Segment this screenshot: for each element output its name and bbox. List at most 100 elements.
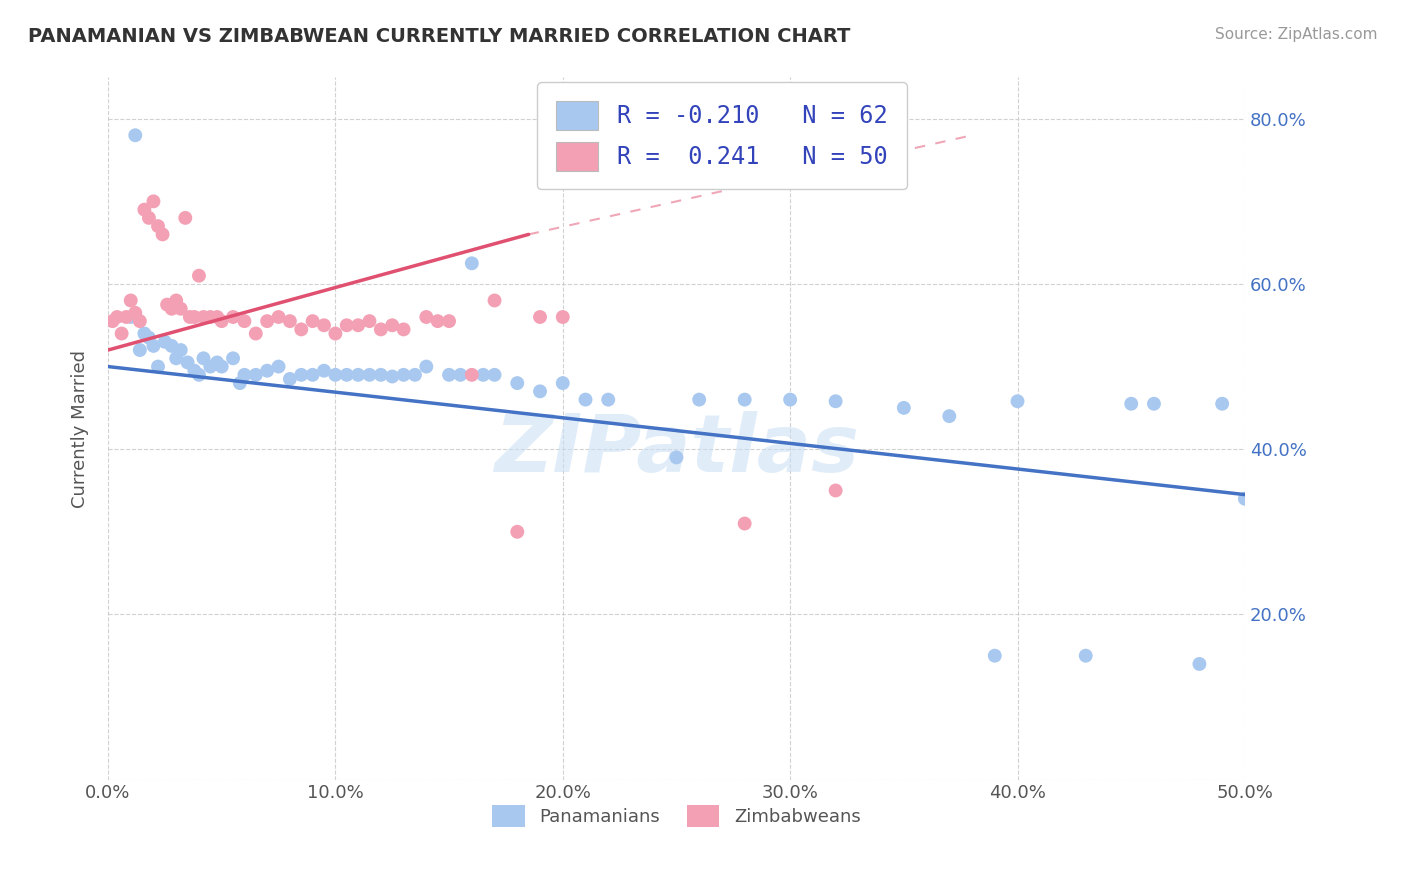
Point	[779, 392, 801, 407]
Point	[1074, 648, 1097, 663]
Point	[183, 364, 205, 378]
Point	[461, 368, 484, 382]
Point	[461, 256, 484, 270]
Point	[211, 359, 233, 374]
Point	[347, 318, 370, 333]
Point	[449, 368, 471, 382]
Point	[574, 392, 596, 407]
Point	[211, 314, 233, 328]
Point	[506, 376, 529, 390]
Point	[200, 359, 222, 374]
Text: Source: ZipAtlas.com: Source: ZipAtlas.com	[1215, 27, 1378, 42]
Point	[170, 301, 193, 316]
Point	[222, 310, 245, 324]
Point	[734, 392, 756, 407]
Point	[1143, 397, 1166, 411]
Point	[111, 326, 134, 341]
Point	[153, 334, 176, 349]
Point	[205, 355, 228, 369]
Point	[325, 368, 347, 382]
Point	[484, 368, 506, 382]
Point	[101, 314, 124, 328]
Point	[437, 314, 460, 328]
Point	[105, 310, 128, 324]
Point	[938, 409, 960, 424]
Point	[551, 376, 574, 390]
Point	[233, 314, 256, 328]
Point	[160, 339, 183, 353]
Point	[381, 318, 404, 333]
Point	[267, 310, 290, 324]
Y-axis label: Currently Married: Currently Married	[72, 350, 89, 508]
Point	[138, 211, 160, 225]
Point	[415, 359, 437, 374]
Point	[124, 306, 146, 320]
Point	[146, 359, 169, 374]
Point	[176, 355, 198, 369]
Point	[152, 227, 174, 242]
Point	[222, 351, 245, 366]
Point	[392, 368, 415, 382]
Point	[138, 331, 160, 345]
Point	[1233, 491, 1256, 506]
Point	[824, 394, 846, 409]
Point	[893, 401, 915, 415]
Point	[347, 368, 370, 382]
Point	[290, 368, 312, 382]
Point	[179, 310, 201, 324]
Text: ZIPatlas: ZIPatlas	[494, 410, 859, 489]
Point	[134, 202, 156, 217]
Point	[245, 368, 267, 382]
Point	[598, 392, 620, 407]
Point	[245, 326, 267, 341]
Point	[359, 368, 381, 382]
Text: PANAMANIAN VS ZIMBABWEAN CURRENTLY MARRIED CORRELATION CHART: PANAMANIAN VS ZIMBABWEAN CURRENTLY MARRI…	[28, 27, 851, 45]
Point	[278, 314, 301, 328]
Point	[128, 343, 150, 357]
Point	[267, 359, 290, 374]
Point	[312, 364, 335, 378]
Point	[115, 310, 138, 324]
Point	[1121, 397, 1143, 411]
Point	[529, 310, 551, 324]
Legend: Panamanians, Zimbabweans: Panamanians, Zimbabweans	[485, 797, 868, 834]
Point	[506, 524, 529, 539]
Point	[187, 368, 209, 382]
Point	[551, 310, 574, 324]
Point	[415, 310, 437, 324]
Point	[156, 297, 179, 311]
Point	[256, 314, 278, 328]
Point	[165, 351, 187, 366]
Point	[187, 268, 209, 283]
Point	[1211, 397, 1233, 411]
Point	[359, 314, 381, 328]
Point	[437, 368, 460, 382]
Point	[665, 450, 688, 465]
Point	[134, 326, 156, 341]
Point	[183, 310, 205, 324]
Point	[1188, 657, 1211, 671]
Point	[165, 293, 187, 308]
Point	[170, 343, 193, 357]
Point	[472, 368, 495, 382]
Point	[529, 384, 551, 399]
Point	[404, 368, 426, 382]
Point	[824, 483, 846, 498]
Point	[233, 368, 256, 382]
Point	[142, 339, 165, 353]
Point	[290, 322, 312, 336]
Point	[142, 194, 165, 209]
Point	[984, 648, 1007, 663]
Point	[200, 310, 222, 324]
Point	[301, 314, 323, 328]
Point	[193, 351, 215, 366]
Point	[336, 368, 359, 382]
Point	[392, 322, 415, 336]
Point	[160, 301, 183, 316]
Point	[370, 322, 392, 336]
Point	[174, 211, 197, 225]
Point	[426, 314, 449, 328]
Point	[146, 219, 169, 234]
Point	[484, 293, 506, 308]
Point	[256, 364, 278, 378]
